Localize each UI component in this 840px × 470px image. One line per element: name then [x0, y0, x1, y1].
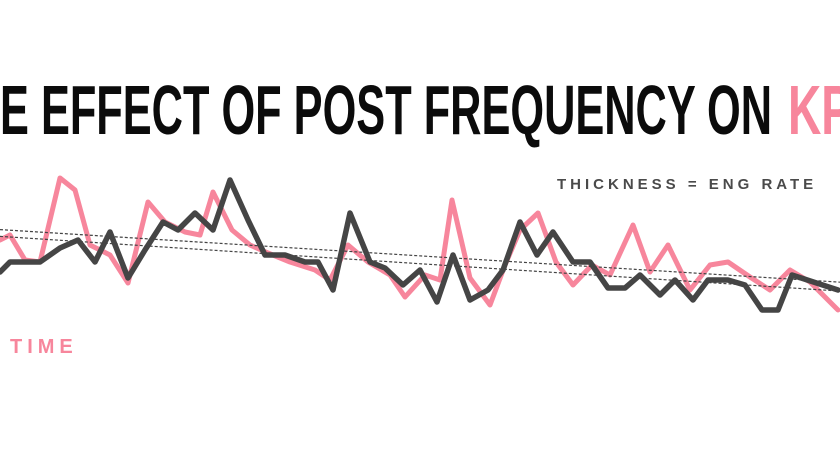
trend-line: [0, 235, 840, 292]
plot-area: [0, 175, 840, 313]
annotation: THICKNESS = ENG RATE: [557, 176, 817, 193]
trend-line: [0, 228, 840, 283]
series-line: [0, 177, 840, 313]
chart-title-highlight: KP: [788, 71, 840, 149]
x-axis-label: TIME: [10, 336, 78, 358]
series-line: [0, 175, 840, 313]
chart-title: E EFFECT OF POST FREQUENCY ON: [0, 71, 772, 149]
